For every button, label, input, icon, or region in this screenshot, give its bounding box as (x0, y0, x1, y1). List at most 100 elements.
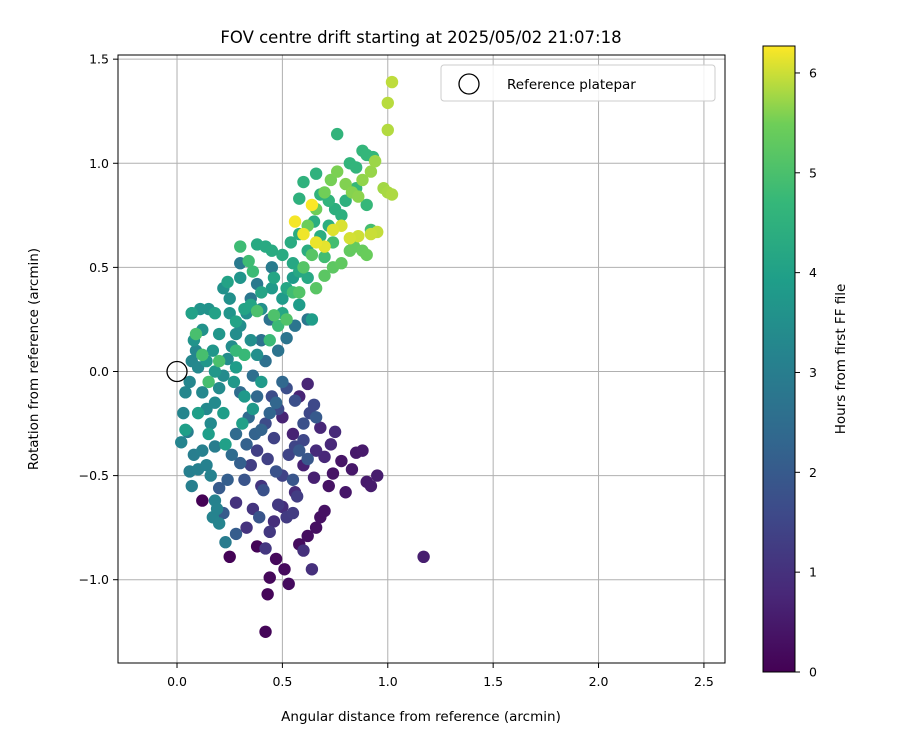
data-point (229, 361, 243, 374)
legend-entry: Reference platepar (507, 77, 636, 93)
data-point (250, 304, 264, 318)
data-point (297, 434, 310, 447)
data-point (185, 479, 198, 493)
data-point (278, 563, 291, 576)
data-point (305, 313, 319, 326)
data-point (259, 625, 272, 638)
data-point (242, 254, 255, 268)
data-point (360, 248, 373, 262)
data-point (330, 165, 344, 178)
data-point (196, 348, 209, 362)
data-point (318, 504, 331, 518)
data-point (212, 481, 226, 495)
data-point (276, 375, 289, 389)
data-point (305, 198, 319, 212)
data-point (280, 313, 293, 326)
data-point (286, 427, 300, 441)
data-point (318, 186, 331, 199)
reference-platepar-marker (166, 360, 188, 383)
data-point (253, 511, 266, 524)
data-point (212, 517, 226, 530)
data-point (284, 236, 298, 249)
data-point (356, 444, 369, 457)
data-point (335, 454, 348, 468)
data-point (324, 438, 338, 451)
data-point (234, 240, 247, 253)
data-point (326, 467, 340, 480)
data-point (200, 458, 213, 472)
x-tick-label: 2.5 (694, 674, 714, 689)
data-point (352, 190, 365, 203)
data-point (290, 490, 304, 503)
data-point (263, 406, 276, 420)
data-point (196, 386, 209, 399)
data-point (305, 563, 319, 576)
data-point (269, 552, 283, 566)
colorbar-tick-label: 0 (809, 665, 817, 680)
x-tick-label: 1.5 (483, 674, 503, 689)
data-points (175, 75, 430, 638)
data-point (328, 425, 342, 439)
data-point (227, 375, 241, 389)
data-point (255, 423, 268, 436)
data-point (219, 536, 232, 549)
data-point (261, 588, 274, 601)
data-point (259, 542, 272, 555)
data-point (265, 244, 279, 257)
x-tick-label: 0.0 (167, 674, 187, 689)
data-point (244, 334, 257, 347)
y-axis-ticks: −1.0 −0.5 0.0 0.5 1.0 1.5 (79, 52, 118, 587)
data-point (244, 458, 257, 472)
data-point (202, 375, 215, 389)
data-point (271, 344, 285, 357)
data-point (314, 421, 327, 434)
data-point (196, 444, 209, 457)
y-tick-label: −0.5 (79, 468, 109, 483)
data-point (261, 452, 274, 466)
data-point (263, 334, 276, 347)
legend-marker-icon (458, 73, 480, 95)
data-point (276, 248, 289, 262)
data-point (240, 521, 253, 534)
data-point (335, 257, 348, 270)
data-point (301, 529, 314, 543)
colorbar-ticks: 0 1 2 3 4 5 6 (795, 65, 817, 680)
data-point (255, 375, 268, 389)
y-tick-label: 1.0 (89, 156, 109, 171)
data-point (293, 286, 306, 299)
data-point (318, 269, 331, 282)
data-point (330, 127, 344, 141)
data-point (223, 292, 236, 305)
data-point (286, 506, 300, 520)
y-tick-label: 0.5 (89, 260, 109, 275)
y-axis-label: Rotation from reference (arcmin) (26, 248, 42, 470)
data-point (293, 444, 306, 457)
data-point (267, 309, 281, 322)
data-point (234, 271, 247, 284)
x-tick-label: 2.0 (589, 674, 609, 689)
data-point (240, 438, 253, 451)
colorbar: 0 1 2 3 4 5 6 Hours from first FF file (762, 45, 849, 680)
data-point (417, 550, 430, 564)
data-point (229, 315, 243, 328)
data-point (309, 521, 323, 534)
colorbar-label: Hours from first FF file (833, 284, 849, 435)
data-point (208, 365, 222, 378)
data-point (269, 465, 283, 478)
data-point (293, 192, 306, 205)
data-point (238, 348, 251, 362)
data-point (236, 417, 249, 430)
plot-frame (117, 54, 726, 664)
data-point (229, 527, 243, 541)
data-point (223, 550, 236, 564)
x-tick-label: 1.0 (378, 674, 398, 689)
data-point (267, 271, 281, 284)
data-point (301, 452, 314, 466)
data-point (263, 525, 276, 539)
data-point (335, 209, 348, 222)
data-point (297, 417, 310, 430)
data-point (238, 473, 251, 486)
data-point (212, 381, 226, 395)
data-point (286, 473, 300, 486)
